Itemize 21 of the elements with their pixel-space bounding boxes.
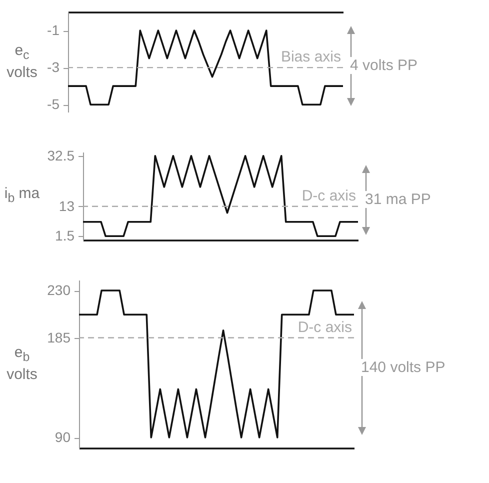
y-axis-title: e$_{b}$ volts xyxy=(6,344,38,384)
y-tick-label: 185 xyxy=(47,329,71,346)
text: 140 volts PP xyxy=(361,359,446,376)
y-tick-label: -1 xyxy=(47,22,60,38)
y-axis-title: e$_{c}$ volts xyxy=(6,42,38,82)
ref-line-label: D-c axis xyxy=(298,318,352,336)
y-tick-label: 230 xyxy=(47,282,71,298)
y-tick-label: -3 xyxy=(47,59,60,76)
y-tick-label: 1.5 xyxy=(55,228,75,244)
ref-line-label: Bias axis xyxy=(280,48,341,66)
line-series xyxy=(67,30,344,106)
y-tick-label: 90 xyxy=(54,429,71,445)
text: 31 ma PP xyxy=(365,191,431,208)
y-tick-label: 13 xyxy=(58,198,75,214)
text: 4 volts PP xyxy=(350,57,418,74)
line-series xyxy=(78,290,355,438)
y-tick-label: 32.5 xyxy=(47,147,75,164)
line-series xyxy=(82,154,359,238)
y-axis-title: i$_{b}$ ma xyxy=(3,185,41,207)
y-tick-label: -5 xyxy=(47,96,60,112)
ref-line-label: D-c axis xyxy=(302,187,356,204)
